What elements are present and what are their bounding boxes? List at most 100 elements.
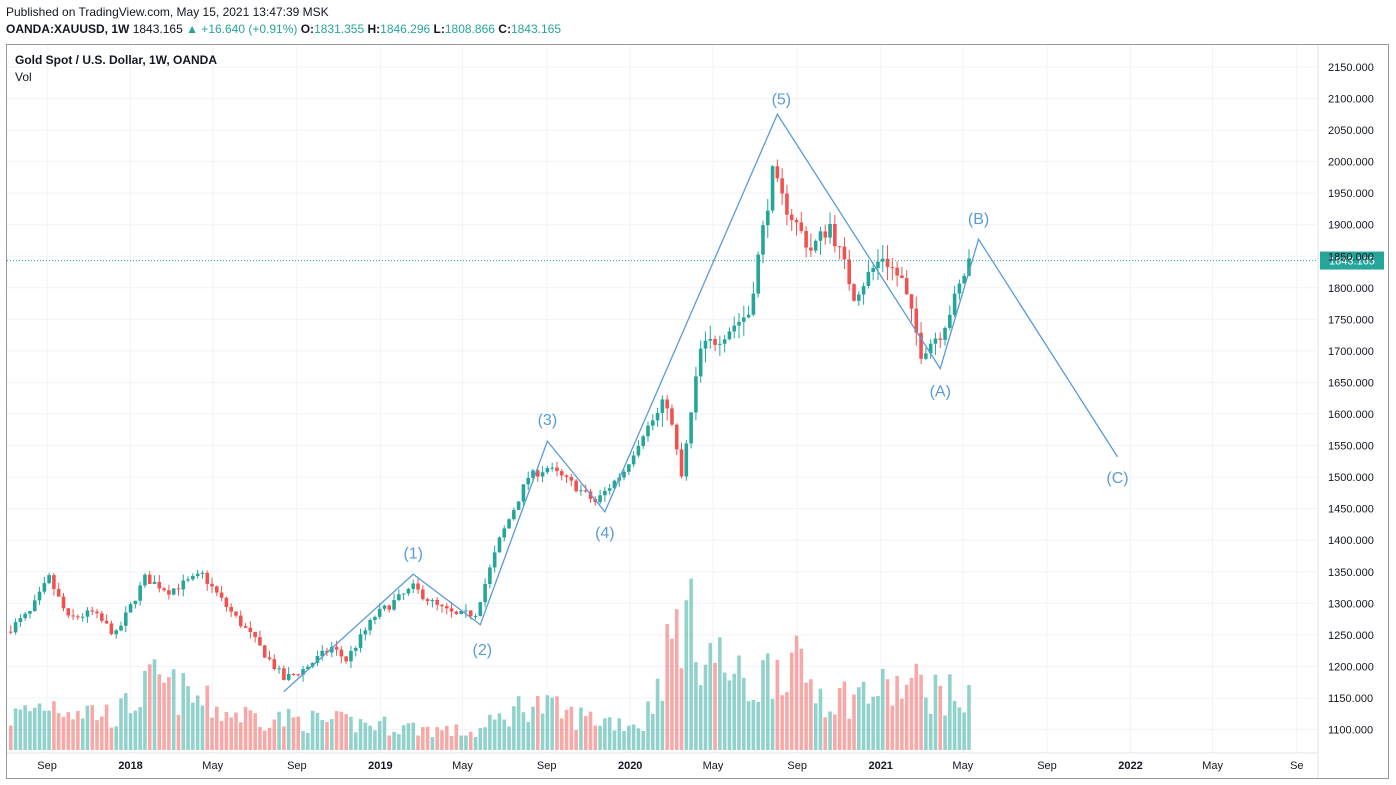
candle-body [411,583,416,589]
candle-body [631,455,636,465]
volume-bar [550,697,554,750]
volume-bar [895,675,899,750]
candle-body [622,471,626,478]
volume-bar [967,684,971,750]
candle-body [90,610,95,612]
volume-bar [291,717,296,750]
volume-bar [789,652,794,750]
candle-body [895,267,899,276]
candle-body [397,594,401,601]
chart-frame [6,44,1389,779]
volume-bar [737,655,741,750]
wave-label: (5) [772,91,792,108]
volume-bar [655,678,660,750]
volume-bar [909,677,914,750]
x-tick-label: May [1202,760,1223,772]
volume-bar [100,716,104,750]
volume-bar [531,706,535,750]
candle-body [641,436,646,446]
volume-bar [133,710,138,750]
volume-bar [171,669,176,750]
candle-body [215,586,219,593]
candle-body [363,630,368,635]
candle-body [191,576,195,580]
candle-body [66,608,71,616]
volume-bar [861,681,866,750]
candle-body [85,610,90,617]
candle-body [933,338,938,344]
candle-body [416,583,420,590]
volume-bar [296,716,301,750]
volume-bar [583,716,588,750]
close-label: C: [498,22,511,36]
candle-body [315,656,320,663]
candle-body [957,283,962,294]
candle-body [143,574,147,586]
candle-body [28,611,32,614]
volume-bar [138,707,142,750]
candle-body [928,343,933,354]
volume-bar [785,691,789,750]
candle-body [665,399,669,409]
y-tick-label: 1300.000 [1328,598,1374,610]
volume-bar [641,730,646,750]
volume-bar [718,637,722,750]
volume-bar [286,708,291,750]
volume-bar [152,659,157,750]
volume-bar [238,722,243,750]
wave-label: (A) [930,384,951,401]
volume-bar [195,695,200,750]
candle-body [104,620,109,624]
candle-body [344,656,348,662]
candle-body [583,490,588,492]
candle-body [497,537,502,553]
candle-body [253,631,257,638]
volume-bar [742,677,746,750]
candle-body [267,657,272,660]
volume-bar [665,624,669,750]
candle-body [18,618,23,623]
volume-bar [406,723,411,750]
volume-bar [943,715,947,750]
volume-bar [191,702,195,750]
candle-body [852,284,856,301]
candle-body [512,509,516,520]
x-tick-label: 2022 [1118,760,1142,772]
volume-bar [924,697,928,750]
candle-body [80,616,85,618]
volume-bar [904,684,909,750]
volume-bar [938,685,943,750]
candle-body [272,659,277,670]
candle-body [650,420,655,426]
volume-bar [770,698,775,750]
volume-bar [933,674,938,750]
candle-body [780,178,784,194]
volume-bar [315,712,320,750]
candle-body [507,519,511,529]
candle-body [459,611,463,614]
volume-bar [243,706,248,750]
volume-bar [833,714,837,750]
volume-bar [47,710,51,750]
candle-body [262,645,267,658]
volume-bar [42,710,47,750]
candle-body [23,613,27,619]
candle-body [176,588,181,590]
volume-bar [349,716,353,750]
volume-bar [95,720,99,750]
candle-body [353,647,358,651]
volume-bar [181,673,186,750]
volume-bar [454,724,459,750]
volume-bar [526,722,531,750]
volume-bar [435,727,439,750]
candle-body [406,588,411,594]
candle-body [32,600,37,612]
candle-body [938,338,943,340]
candle-body [914,308,919,333]
volume-bar [104,704,109,750]
volume-bar [694,662,698,750]
candle-body [545,467,550,473]
candle-body [349,650,353,662]
high-value: 1846.296 [380,22,431,36]
